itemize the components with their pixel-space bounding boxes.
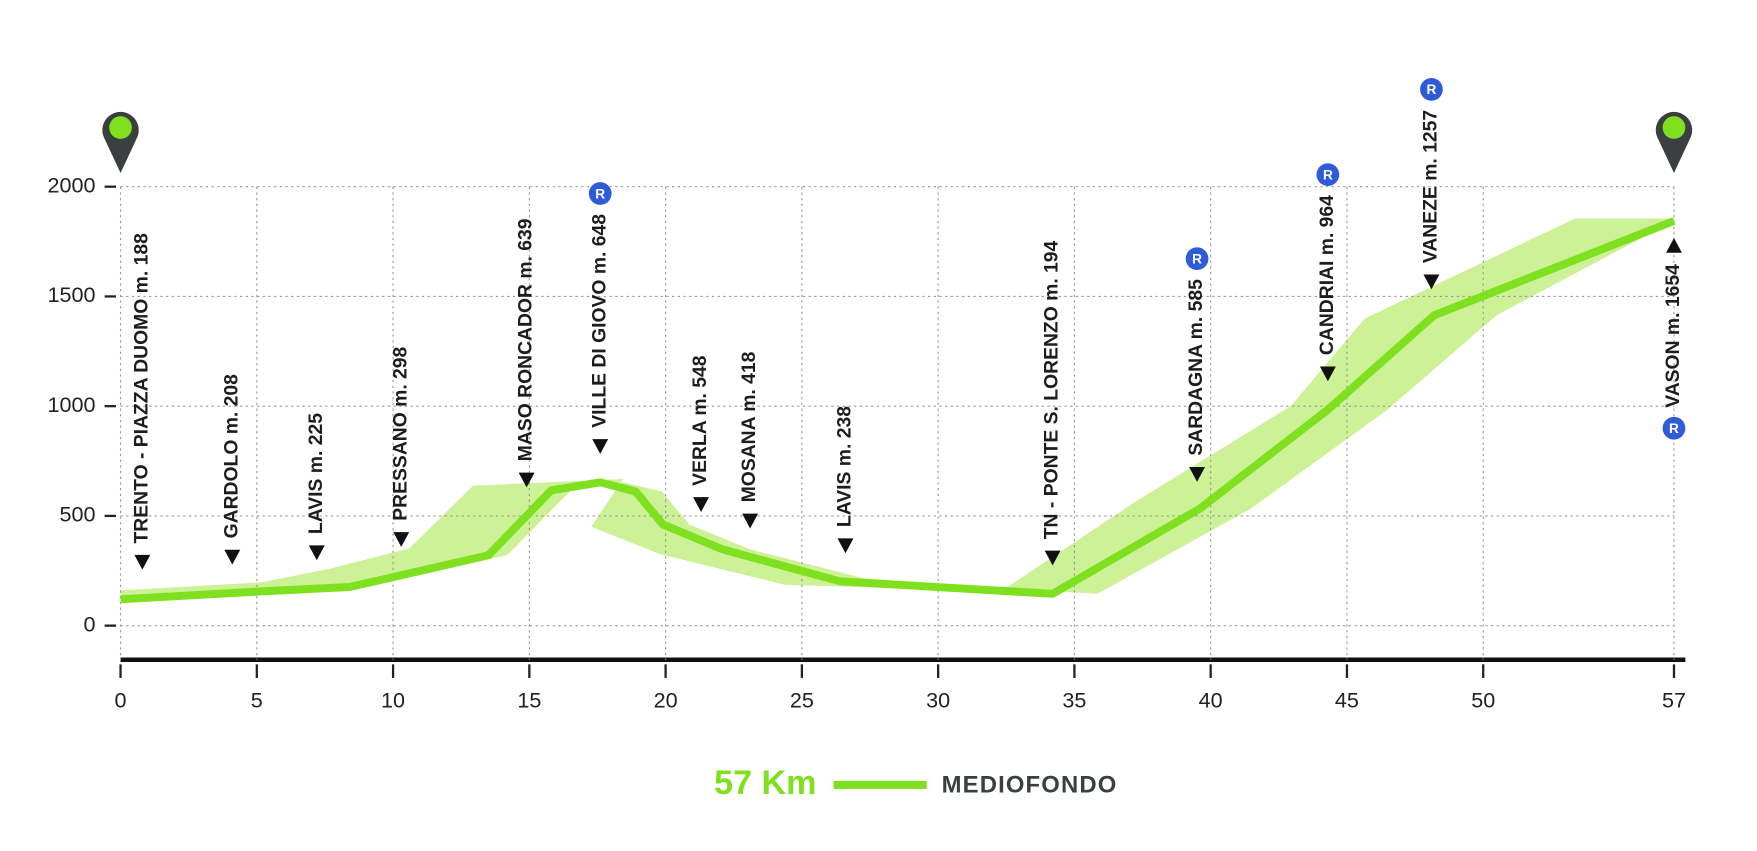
x-tick-label: 20 xyxy=(654,688,678,713)
landmark-label: LAVIS m. 238 xyxy=(835,406,856,527)
landmark-label: GARDOLO m. 208 xyxy=(221,374,242,539)
landmark-arrow xyxy=(134,554,151,570)
landmark: MOSANA m. 418 xyxy=(739,351,760,529)
landmark-label: VASON m. 1654 xyxy=(1663,264,1684,408)
landmark-arrow xyxy=(592,439,609,454)
legend-label: MEDIOFONDO xyxy=(942,771,1118,798)
landmark: CANDRIAI m. 964 R xyxy=(1316,163,1340,382)
refreshment-badge xyxy=(1662,416,1686,440)
x-tick-label: 0 xyxy=(115,688,127,713)
y-tick-label: 500 xyxy=(59,502,95,527)
elevation-band xyxy=(120,218,1674,600)
elevation-line xyxy=(120,217,1676,604)
landmark-label: TN - PONTE S. LORENZO m. 194 xyxy=(1042,240,1063,539)
landmark-label: TRENTO - PIAZZA DUOMO m. 188 xyxy=(131,233,152,544)
refreshment-label: R xyxy=(1669,421,1679,436)
landmark-label: VILLE DI GIOVO m. 648 xyxy=(589,214,610,428)
landmark: TRENTO - PIAZZA DUOMO m. 188 xyxy=(131,233,152,570)
y-tick-label: 0 xyxy=(84,611,96,636)
refreshment-badge xyxy=(1185,247,1209,271)
landmark-arrow xyxy=(1666,237,1682,253)
landmark-label: MASO RONCADOR m. 639 xyxy=(516,218,537,461)
landmark-label: SARDAGNA m. 585 xyxy=(1186,279,1207,456)
x-tick-label: 45 xyxy=(1335,688,1359,713)
x-tick-label: 40 xyxy=(1199,688,1223,713)
landmark: SARDAGNA m. 585 R xyxy=(1185,247,1209,482)
x-tick-label: 5 xyxy=(251,688,263,713)
legend-distance: 57 Km xyxy=(714,764,816,802)
landmark-arrow xyxy=(1044,550,1061,566)
y-tick-label: 2000 xyxy=(47,172,95,197)
landmark: VILLE DI GIOVO m. 648 R xyxy=(588,182,612,454)
landmark: LAVIS m. 225 xyxy=(306,413,327,561)
landmark-arrow xyxy=(1189,467,1206,482)
x-tick-label: 10 xyxy=(381,688,405,713)
landmark-arrow xyxy=(518,472,535,488)
landmark-label: MOSANA m. 418 xyxy=(739,351,760,502)
x-tick-label: 57 xyxy=(1662,688,1686,713)
x-tick-label: 35 xyxy=(1062,688,1086,713)
refreshment-badge xyxy=(1316,163,1340,186)
refreshment-label: R xyxy=(595,186,605,201)
landmark: VASON m. 1654 R xyxy=(1662,237,1686,440)
landmark-arrow xyxy=(693,497,710,512)
y-tick-label: 1000 xyxy=(47,392,95,417)
landmark-label: VERLA m. 548 xyxy=(690,355,711,486)
landmark-arrow xyxy=(1319,366,1336,382)
refreshment-label: R xyxy=(1192,251,1202,266)
landmark: TN - PONTE S. LORENZO m. 194 xyxy=(1042,240,1063,566)
landmark: VANEZE m. 1257 R xyxy=(1420,78,1443,290)
landmark: VERLA m. 548 xyxy=(690,355,711,512)
finish-pin xyxy=(1655,111,1693,174)
landmark-label: PRESSANO m. 298 xyxy=(390,346,411,520)
refreshment-label: R xyxy=(1427,82,1437,97)
landmark-arrow xyxy=(308,545,325,561)
landmark: LAVIS m. 238 xyxy=(835,406,856,554)
landmark-arrow xyxy=(837,538,854,554)
x-tick-label: 50 xyxy=(1471,688,1495,713)
y-tick-label: 1500 xyxy=(47,282,95,307)
start-pin xyxy=(102,111,139,174)
landmark-arrow xyxy=(224,549,241,565)
refreshment-badge xyxy=(1420,78,1443,101)
landmark: GARDOLO m. 208 xyxy=(221,374,242,565)
landmark-arrow xyxy=(393,532,410,547)
landmark-arrow xyxy=(1423,274,1440,290)
x-tick-label: 30 xyxy=(926,688,950,713)
landmark-arrow xyxy=(742,513,759,529)
refreshment-badge xyxy=(588,182,612,205)
landmark: MASO RONCADOR m. 639 xyxy=(516,218,537,488)
x-tick-label: 15 xyxy=(517,688,541,713)
x-tick-label: 25 xyxy=(790,688,814,713)
landmark-label: VANEZE m. 1257 xyxy=(1421,110,1442,263)
refreshment-label: R xyxy=(1323,167,1333,182)
landmark: PRESSANO m. 298 xyxy=(390,346,411,547)
landmark-label: LAVIS m. 225 xyxy=(306,413,327,534)
landmark-label: CANDRIAI m. 964 xyxy=(1317,195,1338,355)
